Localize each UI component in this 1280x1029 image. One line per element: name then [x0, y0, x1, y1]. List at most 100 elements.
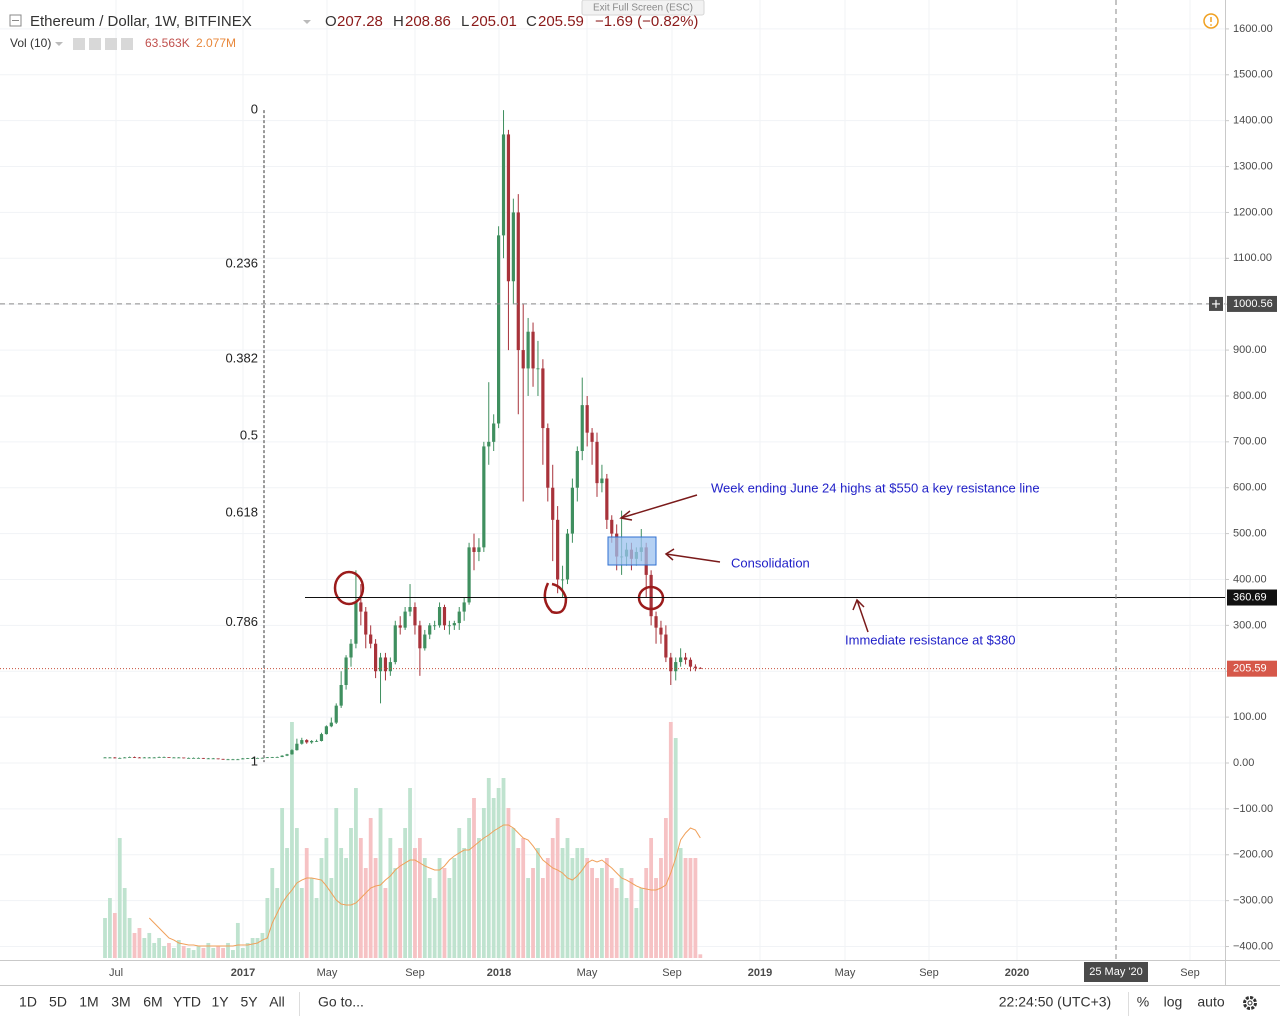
candle-body — [541, 368, 545, 429]
alert-icon[interactable] — [1203, 13, 1219, 29]
candle-body — [580, 405, 584, 452]
volume-bar — [373, 858, 378, 958]
candle-body — [511, 212, 515, 282]
crosshair-price-tag — [1227, 295, 1277, 312]
volume-bar — [496, 788, 501, 958]
candle-body — [118, 757, 122, 759]
volume-bar — [299, 888, 304, 958]
volume-bar — [231, 950, 235, 958]
volume-bar — [191, 950, 196, 958]
range-button[interactable]: YTD — [173, 994, 201, 1010]
candle-body — [201, 757, 205, 759]
x-tick-label: 2020 — [1005, 967, 1029, 979]
volume-bar — [363, 868, 368, 958]
y-tick-label: −200.00 — [1233, 849, 1273, 861]
bottom-toolbar: 1D 5D 1M 3M 6M YTD 1Y 5Y All Go to... 22:24:50 (UT… — [19, 992, 1257, 1016]
goto-button[interactable]: Go to... — [318, 994, 364, 1010]
indicator-icon[interactable] — [73, 38, 85, 50]
indicator-icon[interactable] — [121, 38, 133, 50]
scale-option[interactable]: % — [1137, 994, 1149, 1010]
last-price-label: 205.59 — [1233, 663, 1267, 675]
candle-body — [610, 519, 614, 534]
candle-body — [147, 757, 151, 759]
range-button[interactable]: 5D — [49, 994, 67, 1010]
crosshair-plus-icon — [1212, 299, 1220, 308]
volume-bar — [103, 918, 107, 958]
volume-bar — [280, 808, 285, 958]
volume-bar — [624, 898, 629, 958]
volume-bar — [506, 808, 511, 958]
x-tick-label: May — [577, 967, 598, 979]
volume-bar — [688, 858, 693, 958]
y-tick-label: 1200.00 — [1233, 206, 1273, 218]
circle-mark — [543, 582, 568, 614]
volume-ma-line — [148, 824, 701, 947]
indicator-icon[interactable] — [89, 38, 101, 50]
dropdown-icon[interactable] — [55, 42, 63, 46]
resistance-price-tag — [1227, 589, 1277, 606]
volume-bar — [432, 898, 437, 958]
collapse-icon[interactable] — [9, 14, 22, 27]
volume-bar — [477, 838, 481, 958]
volume-bar — [575, 848, 580, 958]
range-button[interactable]: 5Y — [240, 994, 258, 1010]
crosshair-price-label: 1000.56 — [1233, 298, 1273, 310]
volume-bar — [417, 838, 422, 958]
range-button[interactable]: 1M — [79, 994, 98, 1010]
volume-ma-value: 2.077M — [196, 36, 236, 50]
volume-bar — [157, 938, 162, 958]
candle-body — [408, 607, 412, 612]
indicator-icon[interactable] — [105, 38, 117, 50]
volume-bar — [181, 945, 186, 958]
volume-bar — [354, 788, 358, 958]
consolidation-box — [607, 536, 657, 566]
volume-bar — [521, 838, 526, 958]
y-tick-label: 500.00 — [1233, 528, 1267, 540]
range-button[interactable]: 3M — [111, 994, 130, 1010]
range-button[interactable]: All — [269, 994, 285, 1010]
candle-body — [551, 487, 555, 520]
candle-body — [231, 759, 235, 761]
fib-level-label: 0 — [251, 102, 258, 117]
volume-bar — [634, 908, 639, 958]
range-button[interactable]: 6M — [143, 994, 162, 1010]
range-button[interactable]: 1Y — [211, 994, 229, 1010]
volume-bar — [398, 848, 403, 958]
volume-bar — [349, 828, 353, 958]
volume-bar — [663, 818, 668, 958]
ohlc-letter: L — [461, 13, 469, 30]
candle-body — [521, 350, 525, 369]
scale-option[interactable]: log — [1164, 994, 1183, 1010]
candle-body — [329, 722, 333, 727]
volume-bar — [673, 738, 678, 958]
candle-body — [182, 757, 186, 759]
volume-bar — [678, 848, 683, 958]
crosshair-date-tag — [1084, 962, 1148, 982]
exit-fullscreen-button[interactable] — [581, 0, 705, 16]
candle-body — [393, 625, 397, 663]
candle-body — [398, 625, 402, 628]
candle-body — [501, 134, 506, 236]
volume-bar — [162, 945, 166, 958]
settings-icon[interactable] — [1243, 996, 1257, 1010]
scale-option[interactable]: auto — [1197, 994, 1224, 1010]
candle-body — [152, 757, 156, 759]
candle-body — [600, 478, 604, 484]
volume-bar — [427, 878, 432, 958]
fib-level-label: 0.618 — [225, 504, 258, 519]
arrows — [619, 494, 869, 633]
volume-bar — [619, 868, 624, 958]
candle-body — [698, 667, 702, 669]
x-tick-label: 2019 — [748, 967, 772, 979]
volume-bar — [408, 788, 412, 958]
candle-body — [683, 657, 688, 660]
legend-header: Ethereum / Dollar, 1W, BITFINEX O 207.28… — [9, 0, 1219, 50]
range-button[interactable]: 1D — [19, 994, 37, 1010]
candle-body — [506, 134, 511, 282]
candle-body — [157, 757, 161, 758]
axes: Jul 2017 May Sep 2018 May Sep 2019 May Sep 2020 Sep… — [0, 0, 1280, 986]
dropdown-icon[interactable] — [303, 20, 311, 24]
candle-body — [191, 757, 196, 759]
volume-bar — [167, 942, 171, 958]
fib-level-label: 0.382 — [225, 351, 258, 366]
